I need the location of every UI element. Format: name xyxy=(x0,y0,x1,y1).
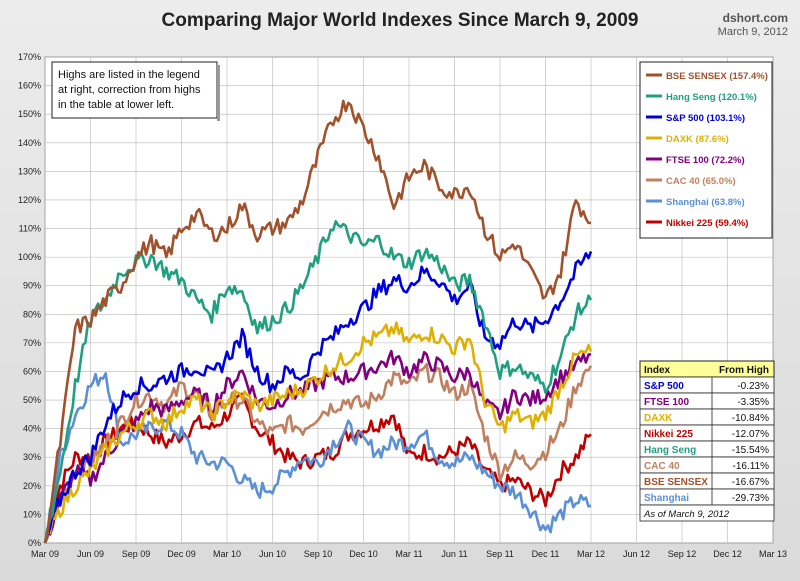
note-box: Highs are listed in the legend at right, … xyxy=(51,61,220,121)
table-cell-index: DAXK xyxy=(644,413,673,424)
x-tick-label: Jun 10 xyxy=(259,549,286,559)
legend-label: Shanghai (63.8%) xyxy=(666,197,745,208)
legend-box xyxy=(639,61,773,239)
x-tick-label: Sep 10 xyxy=(304,549,333,559)
correction-table: Index From High S&P 500 -0.23% FTSE 100 -3.35… xyxy=(639,360,775,522)
x-axis-ticks: Mar 09 Jun 09 Sep 09 Dec 09 Mar 10 Jun 10 Sep … xyxy=(31,549,787,559)
y-tick-label: 90% xyxy=(23,281,41,291)
legend-label: FTSE 100 (72.2%) xyxy=(666,155,745,166)
x-tick-label: Dec 11 xyxy=(532,549,560,559)
table-header-from-high: From High xyxy=(719,365,769,376)
y-tick-label: 10% xyxy=(23,509,41,519)
y-tick-label: 140% xyxy=(18,138,41,148)
y-tick-label: 80% xyxy=(23,309,41,319)
note-box-bg xyxy=(51,61,218,119)
y-tick-label: 40% xyxy=(23,424,41,434)
table-cell-value: -15.54% xyxy=(732,445,769,456)
x-tick-label: Mar 09 xyxy=(31,549,59,559)
series-line xyxy=(43,372,592,544)
x-tick-label: Sep 12 xyxy=(668,549,697,559)
date-label: March 9, 2012 xyxy=(717,26,788,38)
note-box-shadow xyxy=(217,65,220,121)
y-tick-label: 70% xyxy=(23,338,41,348)
legend-label: Nikkei 225 (59.4%) xyxy=(666,218,748,229)
table-cell-value: -12.07% xyxy=(732,429,769,440)
note-text: in the table at lower left. xyxy=(58,99,174,111)
table-cell-index: Hang Seng xyxy=(644,445,696,456)
source-label: dshort.com xyxy=(722,11,788,25)
series-line xyxy=(43,99,592,544)
table-cell-index: S&P 500 xyxy=(644,381,684,392)
table-footnote: As of March 9, 2012 xyxy=(643,509,730,520)
y-tick-label: 50% xyxy=(23,395,41,405)
x-tick-label: Jun 12 xyxy=(623,549,650,559)
legend-label: Hang Seng (120.1%) xyxy=(666,92,757,103)
y-axis-ticks: 0% 10% 20% 30% 40% 50% 60% 70% 80% 90% 100% 110% 120… xyxy=(18,52,41,548)
y-tick-label: 110% xyxy=(19,224,41,234)
legend-label: DAXK (87.6%) xyxy=(666,134,729,145)
series-line xyxy=(43,362,593,544)
legend-label: S&P 500 (103.1%) xyxy=(666,113,745,124)
x-tick-label: Mar 11 xyxy=(395,549,422,559)
table-cell-value: -0.23% xyxy=(737,381,769,392)
x-tick-label: Mar 13 xyxy=(759,549,787,559)
x-tick-label: Sep 09 xyxy=(122,549,151,559)
table-cell-value: -16.67% xyxy=(732,477,769,488)
y-tick-label: 170% xyxy=(18,52,41,62)
series-line xyxy=(43,321,593,544)
x-tick-label: Dec 12 xyxy=(713,549,742,559)
table-cell-value: -3.35% xyxy=(737,397,769,408)
table-cell-value: -16.11% xyxy=(732,461,769,472)
y-tick-label: 20% xyxy=(23,481,41,491)
y-tick-label: 100% xyxy=(18,252,41,262)
x-tick-label: Mar 10 xyxy=(213,549,241,559)
table-cell-index: Nikkei 225 xyxy=(644,429,693,440)
y-tick-label: 30% xyxy=(23,452,41,462)
table-header-index: Index xyxy=(644,365,671,376)
y-tick-label: 0% xyxy=(28,538,41,548)
legend-label: CAC 40 (65.0%) xyxy=(666,176,736,187)
table-footnote-row xyxy=(639,504,775,522)
table-cell-value: -29.73% xyxy=(732,493,769,504)
legend-label: BSE SENSEX (157.4%) xyxy=(666,71,768,82)
x-tick-label: Dec 10 xyxy=(349,549,378,559)
series-lines xyxy=(43,99,593,544)
y-tick-label: 120% xyxy=(18,195,41,205)
note-text: Highs are listed in the legend xyxy=(58,69,200,81)
y-tick-label: 160% xyxy=(18,81,41,91)
series-line xyxy=(43,250,593,544)
series-line xyxy=(43,220,593,544)
table-cell-index: Shanghai xyxy=(644,493,689,504)
x-tick-label: Sep 11 xyxy=(486,549,514,559)
legend: BSE SENSEX (157.4%) Hang Seng (120.1%) S&P… xyxy=(639,61,773,239)
y-tick-label: 130% xyxy=(18,166,41,176)
table-cell-index: FTSE 100 xyxy=(644,397,689,408)
x-tick-label: Jun 11 xyxy=(441,549,467,559)
table-cell-index: CAC 40 xyxy=(644,461,680,472)
y-tick-label: 150% xyxy=(18,109,41,119)
y-tick-label: 60% xyxy=(23,366,41,376)
x-tick-label: Mar 12 xyxy=(577,549,605,559)
x-tick-label: Dec 09 xyxy=(167,549,196,559)
series-line xyxy=(43,349,592,544)
table-cell-value: -10.84% xyxy=(732,413,769,424)
table-cell-index: BSE SENSEX xyxy=(644,477,708,488)
x-tick-label: Jun 09 xyxy=(77,549,104,559)
chart-title: Comparing Major World Indexes Since Marc… xyxy=(161,10,639,31)
note-text: at right, correction from highs xyxy=(58,84,201,96)
